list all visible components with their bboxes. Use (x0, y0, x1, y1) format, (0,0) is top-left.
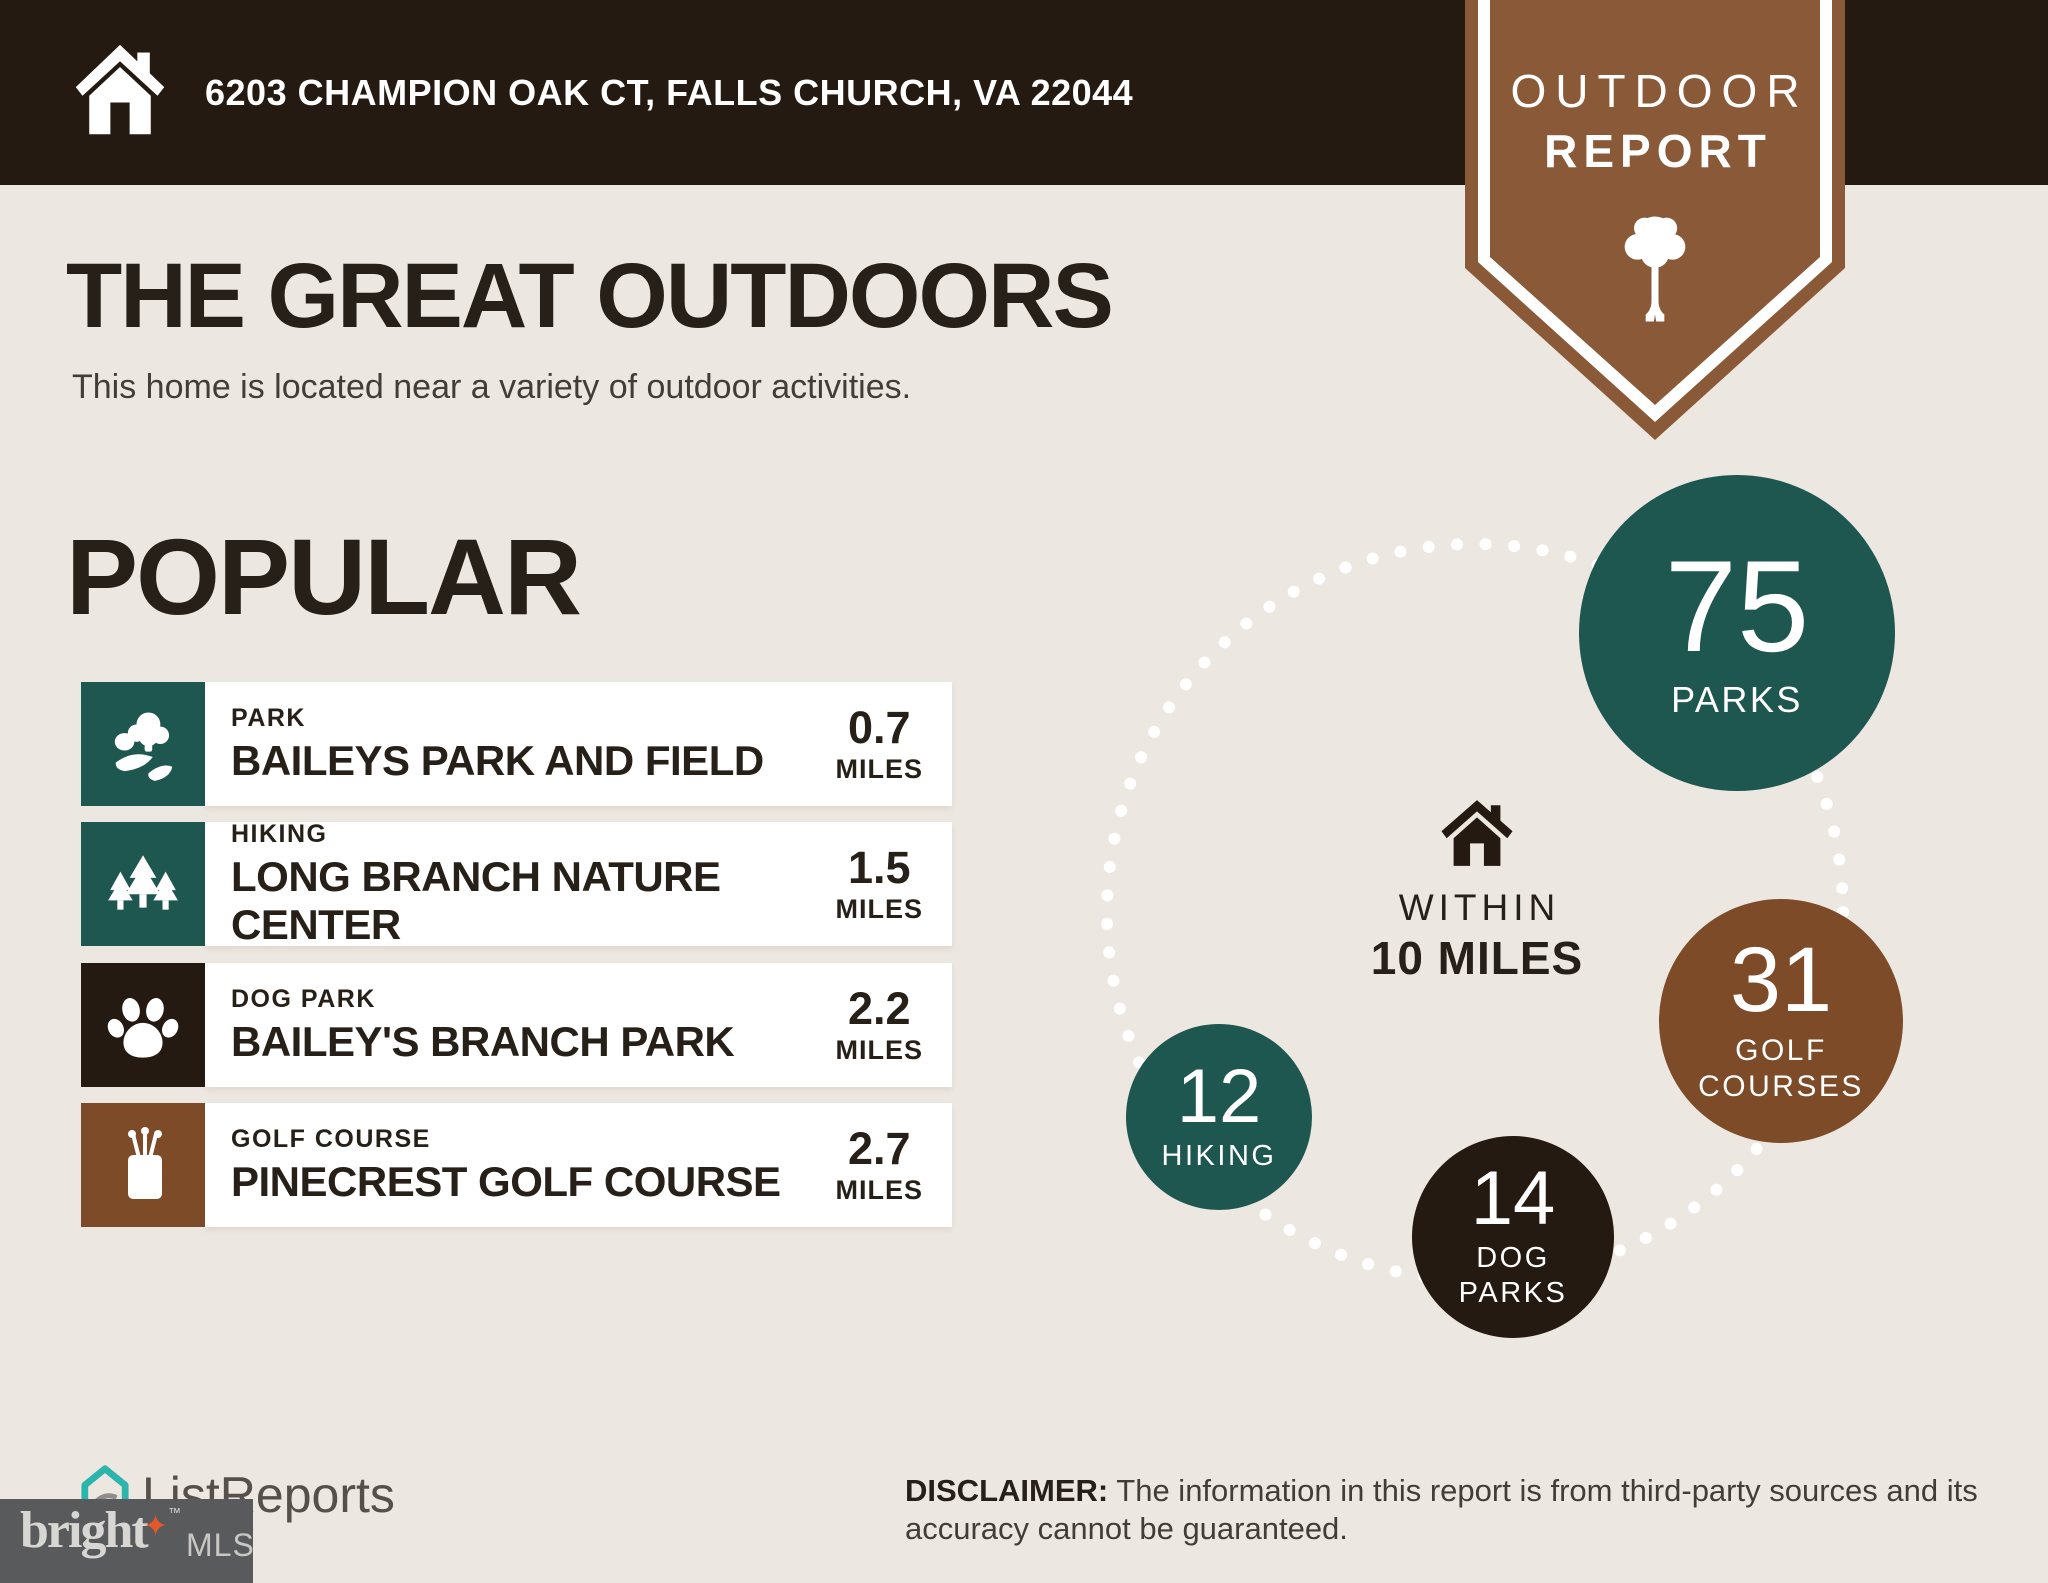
ribbon-title-line2: REPORT (1544, 125, 1772, 177)
bright-logo-text: bright (20, 1502, 149, 1559)
home-icon (75, 44, 165, 135)
park-tree-icon (81, 682, 205, 806)
trademark-symbol: ™ (168, 1505, 181, 1520)
parks-count: 75 (1664, 532, 1810, 679)
bright-star-icon: ✦ (143, 1510, 169, 1543)
outdoor-report-ribbon: OUTDOOR REPORT (1465, 0, 1845, 442)
dog-parks-label: DOG PARKS (1458, 1242, 1568, 1310)
distance-unit: MILES (835, 1035, 923, 1065)
dog-park-text: DOG PARK BAILEY'S BRANCH PARK (231, 984, 735, 1066)
golf-count: 31 (1729, 929, 1833, 1032)
place-name: PINECREST GOLF COURSE (231, 1157, 781, 1205)
golf-label: GOLF COURSES (1698, 1033, 1864, 1103)
page-subtitle: This home is located near a variety of o… (72, 368, 912, 406)
list-item-golf: GOLF COURSE PINECREST GOLF COURSE 2.7 MI… (81, 1103, 952, 1227)
dog-park-card: DOG PARK BAILEY'S BRANCH PARK 2.2 MILES (205, 963, 952, 1087)
disclaimer-text: DISCLAIMER: The information in this repo… (905, 1472, 1990, 1549)
distance-value: 0.7 (847, 702, 911, 753)
ten-miles-label: 10 MILES (1370, 932, 1584, 984)
distance-unit: MILES (835, 894, 923, 924)
list-item-dog-park: DOG PARK BAILEY'S BRANCH PARK 2.2 MILES (81, 963, 952, 1087)
park-card: PARK BAILEYS PARK AND FIELD 0.7 MILES (205, 682, 952, 806)
park-text: PARK BAILEYS PARK AND FIELD (231, 704, 764, 785)
tree-icon (1624, 216, 1686, 322)
hiking-label: HIKING (1161, 1139, 1277, 1172)
disclaimer-label: DISCLAIMER: (905, 1473, 1109, 1508)
within-label: WITHIN (1398, 887, 1561, 928)
distance-value: 2.7 (847, 1123, 911, 1174)
stat-circle-hiking: 12 HIKING (1126, 1024, 1312, 1210)
diagram-center: WITHIN 10 MILES (1357, 798, 1597, 985)
golf-bag-icon (81, 1103, 205, 1227)
paw-print-icon (81, 963, 205, 1087)
place-name: BAILEYS PARK AND FIELD (231, 736, 764, 784)
hiking-card: HIKING LONG BRANCH NATURE CENTER 1.5 MIL… (205, 820, 952, 949)
hiking-text: HIKING LONG BRANCH NATURE CENTER (231, 820, 835, 949)
distance-value: 1.5 (847, 842, 911, 893)
mls-logo-text: MLS (186, 1527, 255, 1563)
property-address: 6203 CHAMPION OAK CT, FALLS CHURCH, VA 2… (205, 71, 1134, 113)
list-item-hiking: HIKING LONG BRANCH NATURE CENTER 1.5 MIL… (81, 820, 952, 949)
stat-circle-parks: 75 PARKS (1579, 475, 1895, 791)
distance-block: 0.7 MILES (835, 705, 923, 783)
place-name: LONG BRANCH NATURE CENTER (231, 852, 721, 948)
distance-block: 1.5 MILES (835, 845, 923, 923)
bright-mls-logo-box: bright ✦ ™ MLS (0, 1499, 255, 1583)
golf-card: GOLF COURSE PINECREST GOLF COURSE 2.7 MI… (205, 1103, 952, 1227)
place-name: BAILEY'S BRANCH PARK (231, 1017, 735, 1065)
category-label: HIKING (231, 819, 328, 848)
popular-heading: POPULAR (66, 516, 582, 637)
dog-parks-count: 14 (1470, 1156, 1556, 1242)
list-item-park: PARK BAILEYS PARK AND FIELD 0.7 MILES (81, 682, 952, 806)
category-label: GOLF COURSE (231, 1124, 431, 1153)
pine-trees-icon (81, 822, 205, 946)
disclaimer-body: The information in this report is from t… (905, 1473, 1978, 1547)
page-title: THE GREAT OUTDOORS (66, 245, 1114, 347)
distance-block: 2.2 MILES (835, 986, 923, 1064)
category-label: DOG PARK (231, 984, 376, 1013)
category-label: PARK (231, 703, 306, 732)
house-icon (1441, 800, 1513, 866)
distance-block: 2.7 MILES (835, 1126, 923, 1204)
distance-unit: MILES (835, 1175, 923, 1205)
hiking-count: 12 (1176, 1053, 1262, 1139)
distance-value: 2.2 (847, 983, 911, 1034)
stat-circle-dog-parks: 14 DOG PARKS (1412, 1136, 1614, 1338)
ribbon-title-line1: OUTDOOR (1510, 65, 1809, 117)
golf-text: GOLF COURSE PINECREST GOLF COURSE (231, 1125, 781, 1206)
stat-circle-golf-courses: 31 GOLF COURSES (1659, 899, 1903, 1143)
parks-label: PARKS (1671, 679, 1803, 721)
distance-unit: MILES (835, 754, 923, 784)
